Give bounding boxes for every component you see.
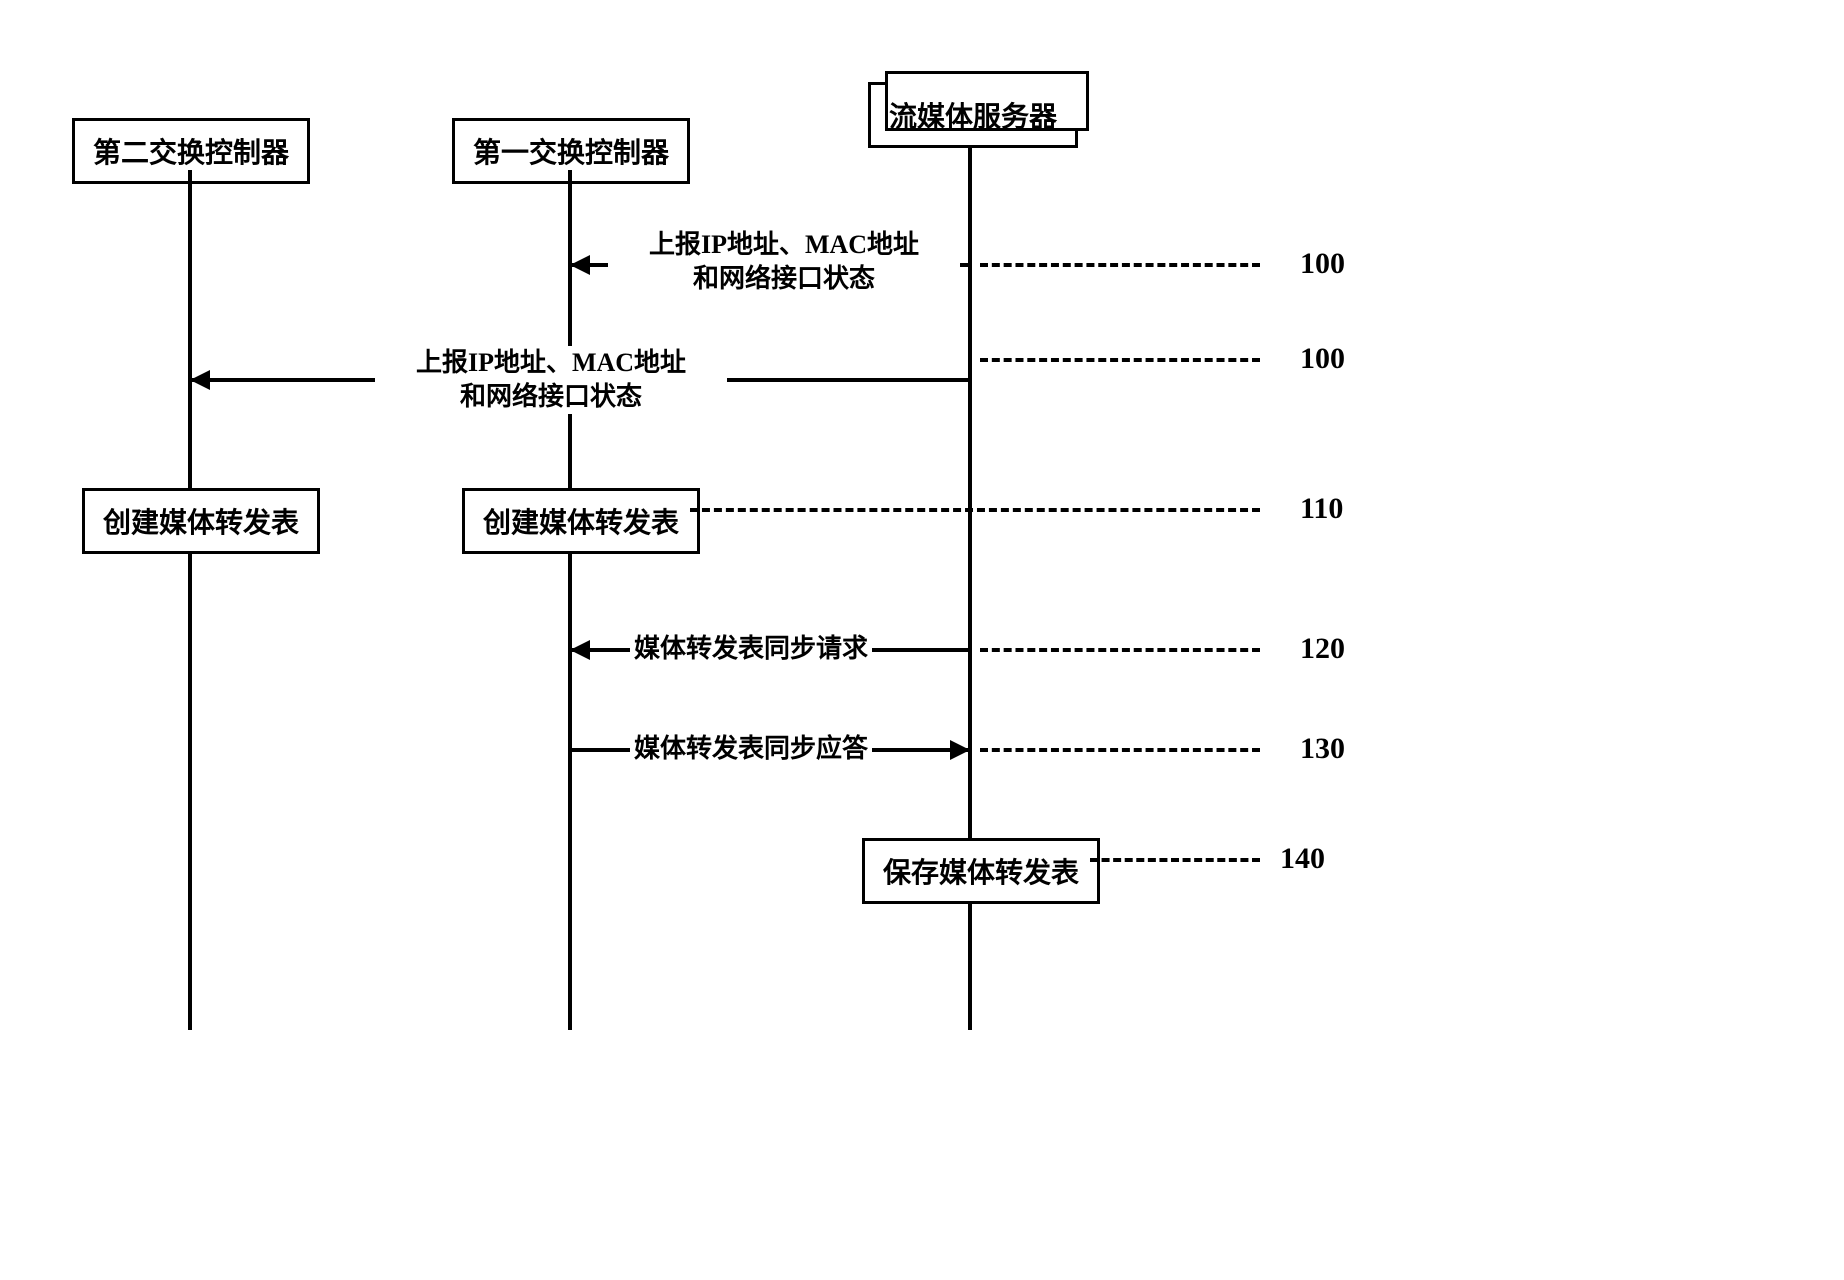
activation-create-table-p2: 创建媒体转发表 — [462, 488, 700, 554]
activation-label: 保存媒体转发表 — [883, 858, 1079, 889]
step-dash-140 — [1090, 858, 1260, 862]
step-num-130: 130 — [1300, 732, 1345, 766]
step-num-140: 140 — [1280, 842, 1325, 876]
activation-save-table-p3: 保存媒体转发表 — [862, 838, 1100, 904]
step-num-100b: 100 — [1300, 342, 1345, 376]
step-num-100a: 100 — [1300, 247, 1345, 281]
activation-create-table-p1: 创建媒体转发表 — [82, 488, 320, 554]
step-num-110: 110 — [1300, 492, 1343, 526]
step-num-120: 120 — [1300, 632, 1345, 666]
step-dash-100b — [980, 358, 1260, 362]
arrow-sync-resp — [950, 740, 970, 760]
step-dash-120 — [980, 648, 1260, 652]
participant-label: 第二交换控制器 — [93, 138, 289, 169]
msg-label-sync-req: 媒体转发表同步请求 — [630, 632, 872, 666]
step-dash-130 — [980, 748, 1260, 752]
msg-label-sync-resp: 媒体转发表同步应答 — [630, 732, 872, 766]
lifeline-p1 — [188, 170, 192, 1030]
arrow-report-1 — [570, 255, 590, 275]
arrow-report-2 — [190, 370, 210, 390]
participant-label: 流媒体服务器 — [889, 102, 1057, 133]
step-dash-110 — [690, 508, 1260, 512]
activation-label: 创建媒体转发表 — [483, 508, 679, 539]
lifeline-p2 — [568, 170, 572, 1030]
arrow-sync-req — [570, 640, 590, 660]
sequence-diagram: 第二交换控制器 第一交换控制器 流媒体服务器 上报IP地址、MAC地址 和网络接… — [40, 40, 1540, 1040]
participant-box-media-server: 流媒体服务器 — [868, 82, 1078, 148]
activation-label: 创建媒体转发表 — [103, 508, 299, 539]
msg-label-report-2: 上报IP地址、MAC地址 和网络接口状态 — [375, 346, 727, 414]
msg-label-report-1: 上报IP地址、MAC地址 和网络接口状态 — [608, 228, 960, 296]
participant-label: 第一交换控制器 — [473, 138, 669, 169]
step-dash-100a — [980, 263, 1260, 267]
